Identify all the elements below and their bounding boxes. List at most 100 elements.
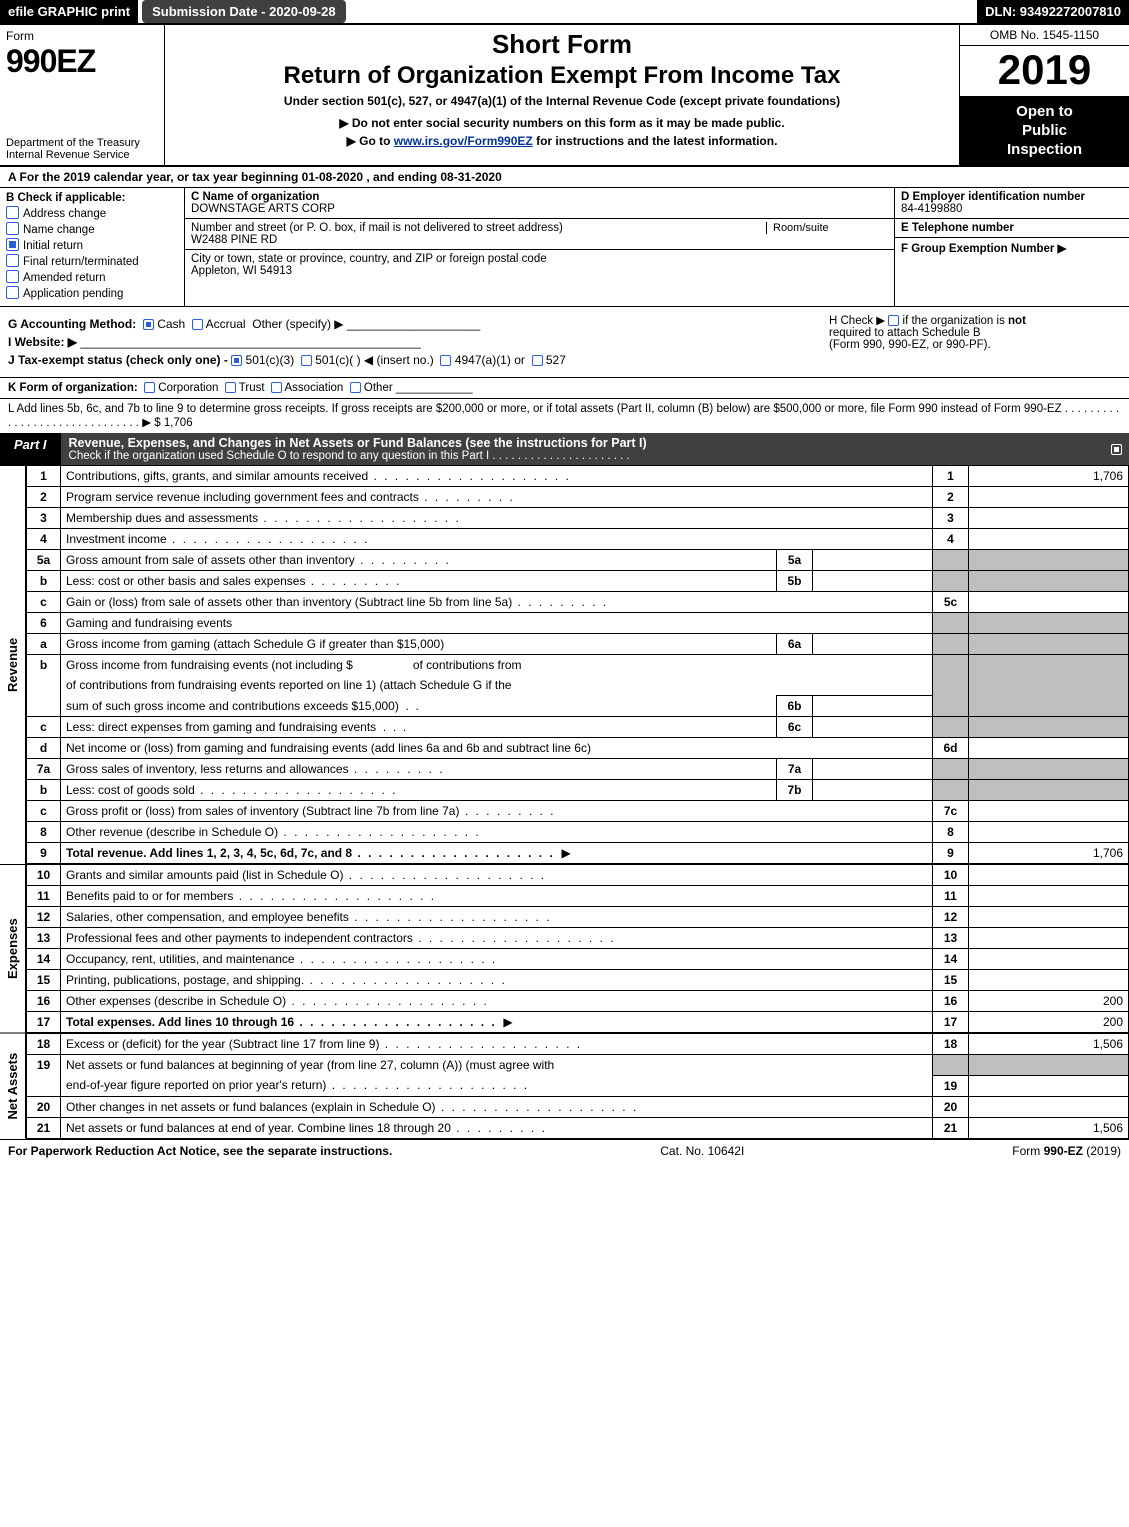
line-4: 4 Investment income 4	[27, 529, 1129, 550]
l14-val	[969, 949, 1129, 970]
l7b-rshade	[933, 780, 969, 801]
line-5a: 5a Gross amount from sale of assets othe…	[27, 550, 1129, 571]
chk-name-change[interactable]: Name change	[6, 222, 178, 236]
chk-accrual[interactable]	[192, 319, 203, 330]
l10-desc: Grants and similar amounts paid (list in…	[66, 868, 546, 882]
l3-desc: Membership dues and assessments	[66, 511, 461, 525]
dept-treasury: Department of the Treasury Internal Reve…	[6, 137, 158, 161]
addr-label: Number and street (or P. O. box, if mail…	[191, 222, 563, 234]
g-accounting-line: G Accounting Method: Cash Accrual Other …	[8, 317, 821, 331]
l19-rshade	[933, 1055, 969, 1076]
l11-num: 11	[27, 886, 61, 907]
chk-initial-return[interactable]: Initial return	[6, 238, 178, 252]
chk-assoc[interactable]	[271, 382, 282, 393]
l17-desc: Total expenses. Add lines 10 through 16	[66, 1015, 497, 1029]
g-accrual: Accrual	[206, 317, 246, 331]
line-6b-1: b Gross income from fundraising events (…	[27, 655, 1129, 676]
line-5c: c Gain or (loss) from sale of assets oth…	[27, 592, 1129, 613]
l6a-desc: Gross income from gaming (attach Schedul…	[66, 637, 444, 651]
chk-cash[interactable]	[143, 319, 154, 330]
l14-rnum: 14	[933, 949, 969, 970]
l19-vshade	[969, 1055, 1129, 1076]
netassets-side-label: Net Assets	[0, 1033, 26, 1139]
footer-mid: Cat. No. 10642I	[660, 1144, 744, 1158]
footer-left: For Paperwork Reduction Act Notice, see …	[8, 1144, 392, 1158]
part1-title-wrap: Revenue, Expenses, and Changes in Net As…	[61, 433, 1103, 465]
short-form-title: Short Form	[173, 29, 951, 60]
chk-trust[interactable]	[225, 382, 236, 393]
l6b-num: b	[27, 655, 61, 717]
chk-schedule-o[interactable]	[1111, 444, 1122, 455]
l7a-desc: Gross sales of inventory, less returns a…	[66, 762, 445, 776]
dept-line2: Internal Revenue Service	[6, 149, 130, 161]
l18-val: 1,506	[969, 1034, 1129, 1055]
l7a-rshade	[933, 759, 969, 780]
l5a-innum: 5a	[777, 550, 813, 571]
l10-num: 10	[27, 865, 61, 886]
irs-link[interactable]: www.irs.gov/Form990EZ	[394, 134, 533, 148]
ssn-warning: ▶ Do not enter social security numbers o…	[173, 116, 951, 130]
open-to-public: Open to Public Inspection	[960, 97, 1129, 165]
l16-val: 200	[969, 991, 1129, 1012]
chk-amended-return[interactable]: Amended return	[6, 270, 178, 284]
dln-label: DLN: 93492272007810	[977, 0, 1129, 23]
l7b-inval	[813, 780, 933, 801]
chk-other-org[interactable]	[350, 382, 361, 393]
chk-final-return[interactable]: Final return/terminated	[6, 254, 178, 268]
form-header: Form 990EZ Department of the Treasury In…	[0, 25, 1129, 167]
l13-desc: Professional fees and other payments to …	[66, 931, 616, 945]
l13-val	[969, 928, 1129, 949]
chk-address-change[interactable]: Address change	[6, 206, 178, 220]
line-1: 1 Contributions, gifts, grants, and simi…	[27, 466, 1129, 487]
l2-rnum: 2	[933, 487, 969, 508]
l1-desc: Contributions, gifts, grants, and simila…	[66, 469, 571, 483]
l2-num: 2	[27, 487, 61, 508]
part1-sub: Check if the organization used Schedule …	[69, 450, 1095, 462]
l18-desc: Excess or (deficit) for the year (Subtra…	[66, 1037, 582, 1051]
line-16: 16 Other expenses (describe in Schedule …	[27, 991, 1129, 1012]
l7c-val	[969, 801, 1129, 822]
chk-corp[interactable]	[144, 382, 155, 393]
j-527: 527	[546, 353, 566, 367]
expenses-table: 10 Grants and similar amounts paid (list…	[26, 864, 1129, 1033]
dept-line1: Department of the Treasury	[6, 137, 140, 149]
l18-num: 18	[27, 1034, 61, 1055]
revenue-table: 1 Contributions, gifts, grants, and simi…	[26, 465, 1129, 864]
l6c-vshade	[969, 717, 1129, 738]
chk-527[interactable]	[532, 355, 543, 366]
f-group-row: F Group Exemption Number ▶	[895, 238, 1129, 258]
h-text4: (Form 990, 990-EZ, or 990-PF).	[829, 339, 991, 351]
l7a-inval	[813, 759, 933, 780]
l9-desc: Total revenue. Add lines 1, 2, 3, 4, 5c,…	[66, 846, 555, 860]
l7b-desc: Less: cost of goods sold	[66, 783, 397, 797]
l6d-rnum: 6d	[933, 738, 969, 759]
open-line3: Inspection	[1007, 141, 1082, 158]
goto-post: for instructions and the latest informat…	[533, 134, 778, 148]
l19-rnum: 19	[933, 1075, 969, 1096]
l4-desc: Investment income	[66, 532, 369, 546]
l10-val	[969, 865, 1129, 886]
chk-501c[interactable]	[301, 355, 312, 366]
chk-501c3[interactable]	[231, 355, 242, 366]
l6c-rshade	[933, 717, 969, 738]
l3-val	[969, 508, 1129, 529]
l21-val: 1,506	[969, 1117, 1129, 1138]
chk-application-pending[interactable]: Application pending	[6, 286, 178, 300]
l15-rnum: 15	[933, 970, 969, 991]
line-7b: b Less: cost of goods sold 7b	[27, 780, 1129, 801]
l14-num: 14	[27, 949, 61, 970]
efile-print-label[interactable]: efile GRAPHIC print	[0, 0, 138, 23]
chk-h[interactable]	[888, 315, 899, 326]
chk-4947[interactable]	[440, 355, 451, 366]
l5b-desc: Less: cost or other basis and sales expe…	[66, 574, 401, 588]
l6b-contrib: of contributions from	[413, 658, 522, 672]
c-city-row: City or town, state or province, country…	[185, 250, 894, 280]
l10-rnum: 10	[933, 865, 969, 886]
l7b-num: b	[27, 780, 61, 801]
l5c-num: c	[27, 592, 61, 613]
h-column: H Check ▶ if the organization is not req…	[821, 313, 1121, 371]
col-d-ein-phone: D Employer identification number 84-4199…	[894, 188, 1129, 306]
h-text3: required to attach Schedule B	[829, 327, 981, 339]
page-footer: For Paperwork Reduction Act Notice, see …	[0, 1139, 1129, 1162]
line-6d: d Net income or (loss) from gaming and f…	[27, 738, 1129, 759]
